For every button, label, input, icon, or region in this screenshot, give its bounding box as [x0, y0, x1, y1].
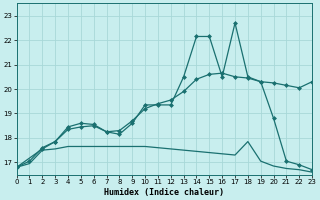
- X-axis label: Humidex (Indice chaleur): Humidex (Indice chaleur): [104, 188, 224, 197]
